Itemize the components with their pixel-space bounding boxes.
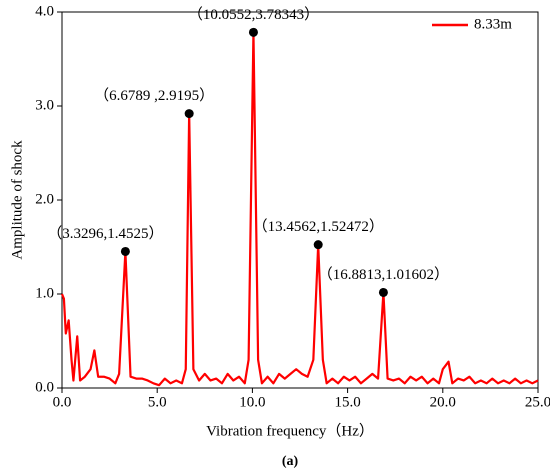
x-tick-label: 20.0 [430, 394, 456, 410]
x-tick-label: 25.0 [525, 394, 550, 410]
annotation-dot [120, 246, 130, 256]
y-tick-label: 4.0 [35, 3, 54, 19]
y-tick-label: 0.0 [35, 379, 54, 395]
y-tick-label: 2.0 [35, 191, 54, 207]
annotation-dot [313, 240, 323, 250]
annotation-dot [248, 27, 258, 37]
annotation-label: （3.3296,1.4525） [47, 225, 163, 242]
x-tick-label: 5.0 [148, 394, 167, 410]
caption: (a) [282, 454, 299, 469]
annotation-label: （13.4562,1.52472） [253, 218, 384, 235]
data-line [60, 31, 539, 387]
annotation-label: （10.0552,3.78343） [188, 6, 319, 23]
annotation-label: （16.8813,1.01602） [318, 266, 449, 283]
x-tick-label: 0.0 [53, 394, 72, 410]
annotation-dot [378, 287, 388, 297]
annotation-label: （6.6789 ,2.9195） [94, 87, 214, 104]
annotation-dot [184, 109, 194, 119]
x-tick-label: 10.0 [239, 394, 265, 410]
y-axis-label: Amplitude of shock [9, 140, 25, 260]
x-tick-label: 15.0 [334, 394, 360, 410]
y-tick-label: 1.0 [35, 285, 54, 301]
x-axis-label: Vibration frequency（Hz） [206, 422, 374, 439]
legend-label: 8.33m [474, 16, 512, 32]
y-tick-label: 3.0 [35, 97, 54, 113]
plot-frame [61, 11, 539, 389]
